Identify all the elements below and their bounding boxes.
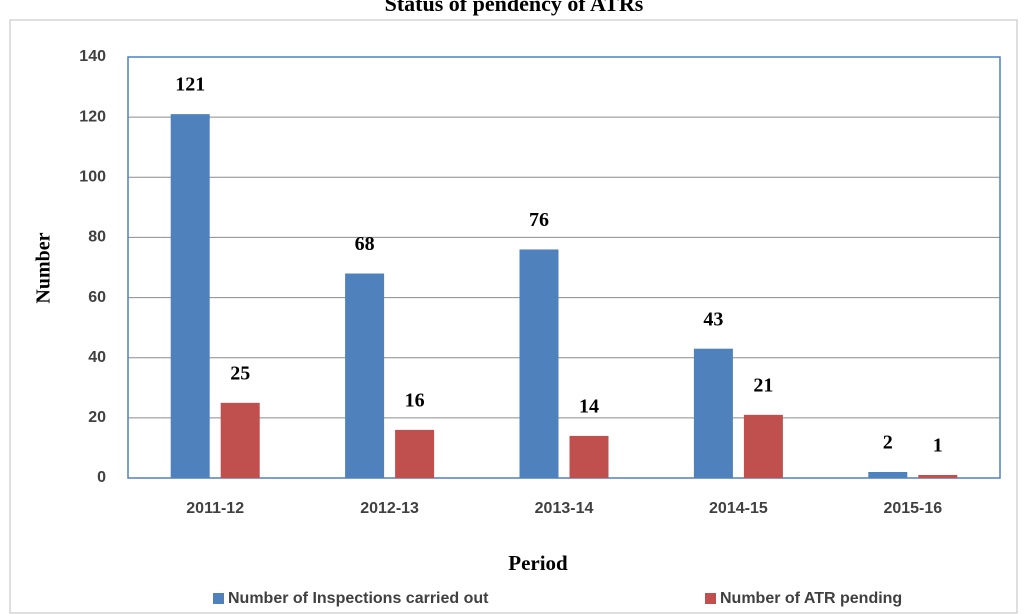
x-tick-label: 2012-13 bbox=[360, 500, 419, 517]
legend-swatch bbox=[705, 593, 716, 604]
y-axis-label: Number bbox=[33, 232, 55, 303]
bar bbox=[170, 114, 210, 478]
legend-label: Number of Inspections carried out bbox=[228, 590, 489, 607]
value-label: 76 bbox=[529, 209, 549, 231]
value-label: 1 bbox=[933, 435, 943, 457]
y-tick-label: 0 bbox=[97, 469, 106, 486]
y-tick-label: 100 bbox=[79, 169, 106, 186]
value-label: 121 bbox=[175, 74, 205, 96]
value-label: 21 bbox=[753, 374, 773, 396]
value-label: 14 bbox=[579, 395, 599, 417]
x-tick-label: 2013-14 bbox=[535, 500, 594, 517]
value-label: 2 bbox=[883, 432, 893, 454]
value-label: 16 bbox=[405, 389, 425, 411]
bar bbox=[569, 435, 609, 478]
legend-swatch bbox=[213, 593, 224, 604]
bar bbox=[693, 348, 733, 478]
legend-label: Number of ATR pending bbox=[720, 590, 902, 607]
chart-frame bbox=[9, 19, 1018, 614]
bar bbox=[743, 414, 783, 478]
y-tick-label: 20 bbox=[88, 409, 106, 426]
bar bbox=[345, 273, 385, 478]
y-tick-label: 80 bbox=[88, 229, 106, 246]
x-tick-label: 2015-16 bbox=[883, 500, 942, 517]
bar bbox=[519, 249, 559, 478]
chart-title: Status of pendency of ATRs bbox=[385, 0, 644, 16]
x-tick-label: 2014-15 bbox=[709, 500, 768, 517]
bar bbox=[220, 402, 260, 478]
bar bbox=[395, 429, 435, 478]
value-label: 43 bbox=[703, 308, 723, 330]
x-axis-label: Period bbox=[508, 551, 568, 575]
y-tick-label: 60 bbox=[88, 289, 106, 306]
y-tick-label: 120 bbox=[79, 108, 106, 125]
plot-border bbox=[127, 56, 1001, 479]
y-tick-label: 40 bbox=[88, 349, 106, 366]
value-label: 68 bbox=[355, 233, 375, 255]
value-label: 25 bbox=[230, 362, 250, 384]
bar bbox=[918, 474, 958, 478]
y-tick-label: 140 bbox=[79, 48, 106, 65]
x-tick-label: 2011-12 bbox=[186, 500, 244, 517]
bar bbox=[868, 471, 908, 478]
